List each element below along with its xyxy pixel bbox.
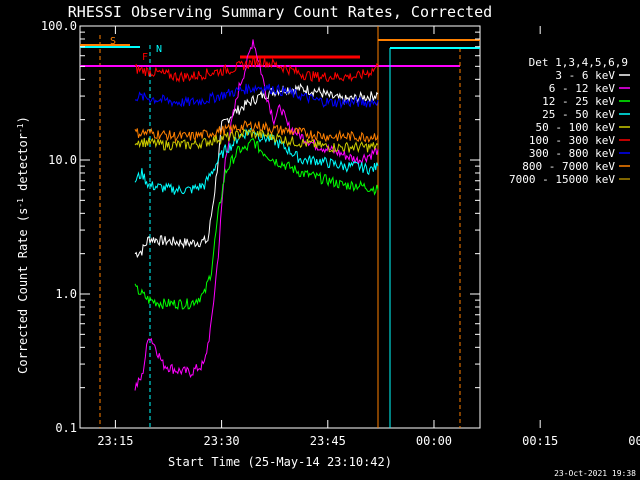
series-line-6 (134, 83, 379, 110)
f-marker-label: F (142, 52, 148, 63)
series-line-1 (134, 39, 379, 391)
y-tick-label: 0.1 (55, 421, 77, 435)
y-tick-label: 10.0 (48, 153, 77, 167)
series-line-5 (134, 56, 379, 83)
timestamp: 23-Oct-2021 19:38 (554, 469, 636, 478)
legend-label: 800 - 7000 keV (522, 160, 615, 173)
chart-title: RHESSI Observing Summary Count Rates, Co… (68, 3, 492, 21)
x-axis-label: Start Time (25-May-14 23:10:42) (168, 455, 392, 469)
legend-label: 6 - 12 keV (549, 82, 616, 95)
legend-label: 25 - 50 keV (542, 108, 615, 121)
x-tick-label: 23:15 (97, 434, 133, 448)
y-axis-label: Corrected Count Rate (s-1 detector-1) (16, 116, 31, 374)
x-tick-label: 00:00 (416, 434, 452, 448)
n-marker-label: N (156, 44, 162, 55)
legend-label: 300 - 800 keV (529, 147, 615, 160)
legend-label: 7000 - 15000 keV (509, 173, 615, 186)
legend-label: 50 - 100 keV (536, 121, 616, 134)
series-line-7 (134, 120, 379, 144)
series-line-2 (134, 137, 379, 311)
y-tick-label: 1.0 (55, 287, 77, 301)
x-tick-label: 00:15 (522, 434, 558, 448)
plot-frame (79, 25, 481, 429)
x-tick-label: 23:45 (310, 434, 346, 448)
series-line-4 (134, 128, 379, 154)
legend-title: Det 1,3,4,5,6,9 (529, 56, 628, 69)
x-tick-label: 00:30 (628, 434, 640, 448)
s-marker-label: S (110, 36, 116, 47)
y-tick-label: 100.0 (41, 19, 77, 33)
series-line-0 (134, 82, 379, 259)
legend-label: 100 - 300 keV (529, 134, 615, 147)
legend-label: 12 - 25 keV (542, 95, 615, 108)
legend-label: 3 - 6 keV (555, 69, 615, 82)
x-tick-label: 23:30 (204, 434, 240, 448)
